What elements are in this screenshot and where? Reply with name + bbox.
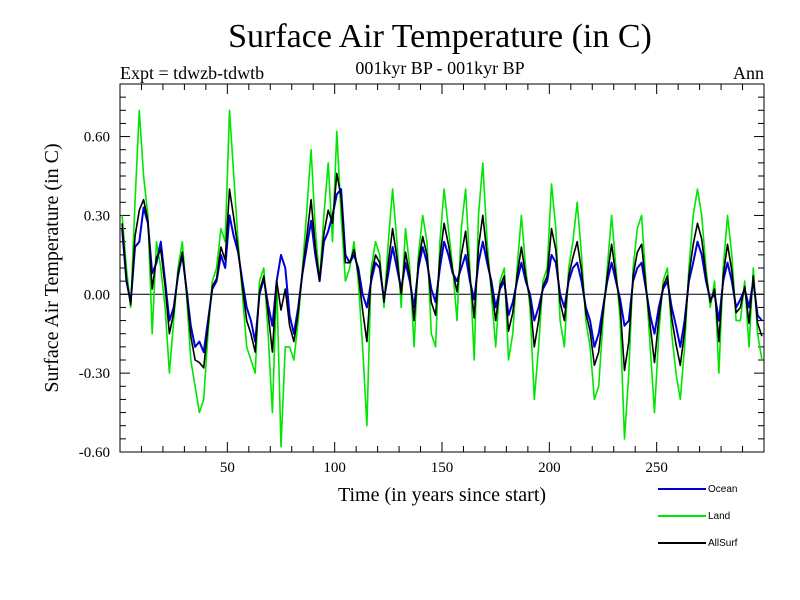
x-tick-label: 100 <box>323 460 346 476</box>
experiment-label: Expt = tdwzb-tdwtb <box>120 63 265 83</box>
chart-subtitle: 001kyr BP - 001kyr BP <box>355 58 525 78</box>
series-lines <box>121 109 763 448</box>
chart-title: Surface Air Temperature (in C) <box>228 18 652 55</box>
period-label: Ann <box>733 63 764 83</box>
legend-label-allsurf: AllSurf <box>708 538 738 549</box>
y-axis-label: Surface Air Temperature (in C) <box>41 143 63 392</box>
y-tick-label: 0.60 <box>84 130 110 146</box>
legend-label-ocean: Ocean <box>708 484 737 495</box>
legend: Ocean Land AllSurf <box>658 484 738 549</box>
legend-label-land: Land <box>708 511 730 522</box>
x-tick-label: 150 <box>431 460 454 476</box>
x-tick-label: 50 <box>220 460 235 476</box>
y-tick-label: 0.00 <box>84 287 110 303</box>
y-tick-label: -0.60 <box>79 445 110 461</box>
y-tick-label: 0.30 <box>84 208 110 224</box>
x-tick-label: 200 <box>538 460 561 476</box>
x-axis: 50 100 150 200 250 <box>140 84 744 476</box>
y-tick-label: -0.30 <box>79 366 110 382</box>
x-tick-label: 250 <box>645 460 668 476</box>
x-axis-label: Time (in years since start) <box>338 484 546 506</box>
series-line-ocean <box>121 188 763 354</box>
y-axis: -0.60 -0.30 0.00 0.30 0.60 <box>79 83 764 461</box>
series-line-allsurf <box>121 172 763 372</box>
series-line-land <box>121 109 763 448</box>
